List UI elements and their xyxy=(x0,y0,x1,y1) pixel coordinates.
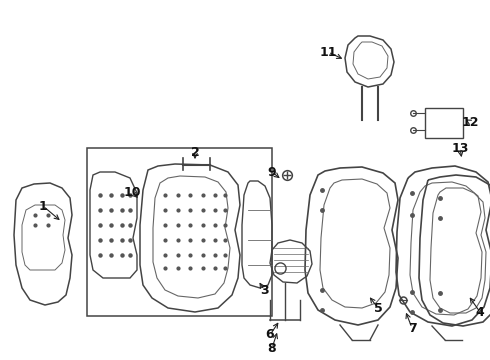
Bar xyxy=(87,148,272,316)
Text: 1: 1 xyxy=(39,199,48,212)
Bar xyxy=(425,108,463,138)
Text: 10: 10 xyxy=(123,185,141,198)
Text: 5: 5 xyxy=(374,302,382,315)
Text: 8: 8 xyxy=(268,342,276,355)
Text: 3: 3 xyxy=(260,284,269,297)
Text: 4: 4 xyxy=(476,306,485,319)
Text: 11: 11 xyxy=(319,45,337,58)
Text: 2: 2 xyxy=(191,147,199,159)
Text: 6: 6 xyxy=(266,328,274,342)
Text: 9: 9 xyxy=(268,166,276,179)
Text: 12: 12 xyxy=(461,116,479,129)
Text: 7: 7 xyxy=(408,321,416,334)
Text: 13: 13 xyxy=(451,141,469,154)
